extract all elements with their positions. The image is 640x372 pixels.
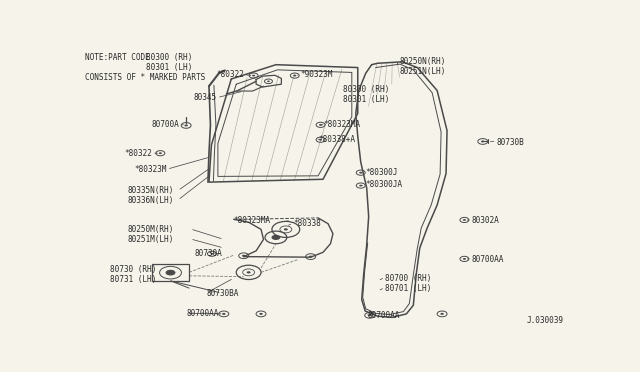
Text: *80338: *80338 [293,219,321,228]
Text: 80700AA: 80700AA [472,255,504,264]
Circle shape [368,314,371,316]
Circle shape [252,75,255,77]
Text: *80323MA: *80323MA [234,216,271,225]
Text: NOTE:PART CODE: NOTE:PART CODE [85,53,150,62]
Text: 80700A: 80700A [152,121,179,129]
Circle shape [481,141,484,142]
Text: 80335N(RH): 80335N(RH) [127,186,173,195]
Text: *80300J: *80300J [365,168,397,177]
Text: 80700AA: 80700AA [367,311,400,320]
Text: 80730BA: 80730BA [207,289,239,298]
Text: 80700AA: 80700AA [187,310,219,318]
Text: 80300 (RH): 80300 (RH) [343,84,389,93]
Circle shape [267,80,270,82]
Text: *80323M: *80323M [134,165,167,174]
Text: 80730 (RH): 80730 (RH) [110,265,156,274]
Text: *80322: *80322 [124,149,152,158]
Circle shape [284,228,288,231]
Circle shape [211,253,214,255]
Circle shape [259,313,263,315]
Circle shape [359,172,362,174]
Text: *80300JA: *80300JA [365,180,402,189]
Text: *80338+A: *80338+A [318,135,355,144]
Circle shape [293,75,296,77]
Circle shape [166,270,175,276]
Text: 80336N(LH): 80336N(LH) [127,196,173,205]
Text: 80300 (RH): 80300 (RH) [146,53,192,62]
Circle shape [222,313,225,315]
Text: 80730B: 80730B [497,138,524,147]
Circle shape [271,235,280,240]
Text: 80701 (LH): 80701 (LH) [385,283,431,293]
Text: 80700 (RH): 80700 (RH) [385,273,431,283]
Text: 80302A: 80302A [472,216,500,225]
Text: 80730A: 80730A [194,249,222,258]
Circle shape [309,256,312,257]
Circle shape [463,258,466,260]
Bar [152,264,189,281]
Circle shape [440,313,444,315]
Text: 80251N(LH): 80251N(LH) [400,67,446,76]
Text: J.030039: J.030039 [527,316,564,325]
Text: *80322: *80322 [216,70,244,79]
Text: *90323M: *90323M [301,70,333,79]
Text: 80250M(RH): 80250M(RH) [127,225,173,234]
Circle shape [319,139,322,141]
Text: 80251M(LH): 80251M(LH) [127,235,173,244]
Text: 80250N(RH): 80250N(RH) [400,57,446,66]
Circle shape [159,152,162,154]
Text: *80323MA: *80323MA [323,121,360,129]
Circle shape [463,219,466,221]
Circle shape [242,255,245,257]
Circle shape [184,124,188,126]
Text: 80345: 80345 [193,93,216,102]
Text: 80301 (LH): 80301 (LH) [146,63,192,72]
Circle shape [359,185,362,186]
Text: 80731 (LH): 80731 (LH) [110,275,156,284]
Text: 80301 (LH): 80301 (LH) [343,94,389,103]
Circle shape [246,271,251,273]
Text: CONSISTS OF * MARKED PARTS: CONSISTS OF * MARKED PARTS [85,73,205,82]
Circle shape [319,124,322,126]
